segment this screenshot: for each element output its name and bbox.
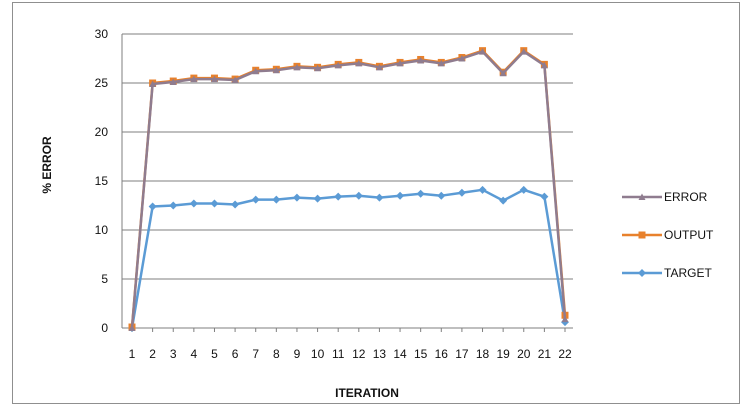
x-tick-labels: 1 2 3 4 5 6 7 8 9 10 11 12 13 14 15 16 17 18 19 20 21 22 — [129, 347, 572, 361]
x-tick-label: 14 — [393, 347, 407, 361]
y-tick-label: 30 — [95, 27, 109, 41]
x-tick-label: 19 — [496, 347, 510, 361]
x-tick-label: 1 — [129, 347, 136, 361]
data-point-error — [293, 63, 301, 71]
data-point-target — [437, 191, 446, 200]
data-point-error — [520, 48, 528, 55]
data-point-target — [478, 185, 487, 194]
data-point-error — [149, 80, 157, 87]
x-tick-label: 6 — [232, 347, 239, 361]
series-error — [128, 48, 569, 331]
series-line-target — [130, 188, 567, 329]
legend-marker-output — [638, 231, 646, 239]
data-point-error — [355, 59, 363, 67]
data-point-target — [354, 191, 363, 200]
legend-marker-error — [638, 193, 646, 200]
legend-entry-error: ERROR — [622, 190, 708, 204]
data-point-target — [169, 201, 178, 210]
series-line-output — [130, 49, 567, 328]
y-tick-label: 25 — [95, 76, 109, 90]
data-point-target — [334, 192, 343, 201]
y-tick-label: 0 — [101, 321, 108, 335]
x-tick-label: 4 — [191, 347, 198, 361]
legend: ERROR OUTPUT TARGET — [622, 190, 714, 280]
y-axis-title: % ERROR — [40, 136, 54, 194]
x-tick-label: 16 — [435, 347, 449, 361]
data-point-error — [314, 64, 322, 72]
data-point-target — [540, 192, 549, 201]
x-tick-label: 9 — [294, 347, 301, 361]
legend-label-error: ERROR — [664, 190, 708, 204]
x-tick-label: 13 — [373, 347, 387, 361]
series-target — [128, 185, 569, 332]
gridlines — [122, 33, 573, 280]
data-point-target — [292, 193, 301, 202]
x-tick-label: 5 — [211, 347, 218, 361]
data-point-target — [519, 185, 528, 194]
data-point-target — [210, 199, 219, 208]
x-tick-label: 20 — [517, 347, 531, 361]
data-point-target — [251, 195, 260, 204]
x-axis-title: ITERATION — [335, 386, 399, 400]
data-point-target — [189, 199, 198, 208]
y-tick-label: 20 — [95, 125, 109, 139]
legend-label-output: OUTPUT — [664, 228, 714, 242]
series-output — [128, 47, 569, 331]
x-tick-label: 2 — [149, 347, 156, 361]
data-point-target — [396, 191, 405, 200]
x-tick-label: 7 — [252, 347, 259, 361]
data-point-error — [396, 59, 404, 67]
data-point-error — [231, 76, 239, 84]
series-line-error — [130, 50, 567, 329]
y-tick-label: 15 — [95, 174, 109, 188]
data-point-error — [252, 67, 260, 75]
x-tick-label: 21 — [538, 347, 552, 361]
data-point-target — [375, 193, 384, 202]
data-point-error — [169, 78, 177, 86]
legend-marker-target — [638, 269, 646, 277]
data-point-error — [375, 63, 383, 71]
x-tick-label: 8 — [273, 347, 280, 361]
x-tick-label: 18 — [476, 347, 490, 361]
data-point-error — [437, 59, 445, 67]
legend-label-target: TARGET — [664, 266, 712, 280]
data-point-error — [499, 69, 507, 77]
data-point-target — [313, 194, 322, 203]
series-layer — [128, 47, 569, 332]
x-tick-label: 12 — [352, 347, 366, 361]
data-point-error — [334, 61, 342, 69]
legend-entry-target: TARGET — [622, 266, 712, 280]
data-point-target — [231, 200, 240, 209]
data-point-error — [540, 61, 548, 69]
data-point-error — [561, 315, 569, 323]
data-point-error — [479, 48, 487, 55]
data-point-target — [272, 195, 281, 204]
data-point-error — [272, 66, 280, 74]
y-tick-labels: 0 5 10 15 20 25 30 — [95, 27, 109, 335]
data-point-error — [458, 55, 466, 62]
y-tick-label: 5 — [101, 272, 108, 286]
data-point-error — [128, 324, 136, 331]
data-point-target — [416, 189, 425, 198]
x-tick-label: 15 — [414, 347, 428, 361]
data-point-target — [499, 196, 508, 205]
x-tick-label: 3 — [170, 347, 177, 361]
x-tick-label: 10 — [311, 347, 325, 361]
x-tick-label: 11 — [332, 347, 345, 361]
y-tick-label: 10 — [95, 223, 109, 237]
legend-entry-output: OUTPUT — [622, 228, 714, 242]
data-point-error — [210, 75, 218, 83]
x-tick-label: 22 — [558, 347, 572, 361]
data-point-error — [417, 56, 425, 64]
x-tick-label: 17 — [455, 347, 469, 361]
data-point-target — [457, 188, 466, 197]
data-point-target — [148, 202, 157, 211]
data-point-error — [190, 75, 198, 83]
